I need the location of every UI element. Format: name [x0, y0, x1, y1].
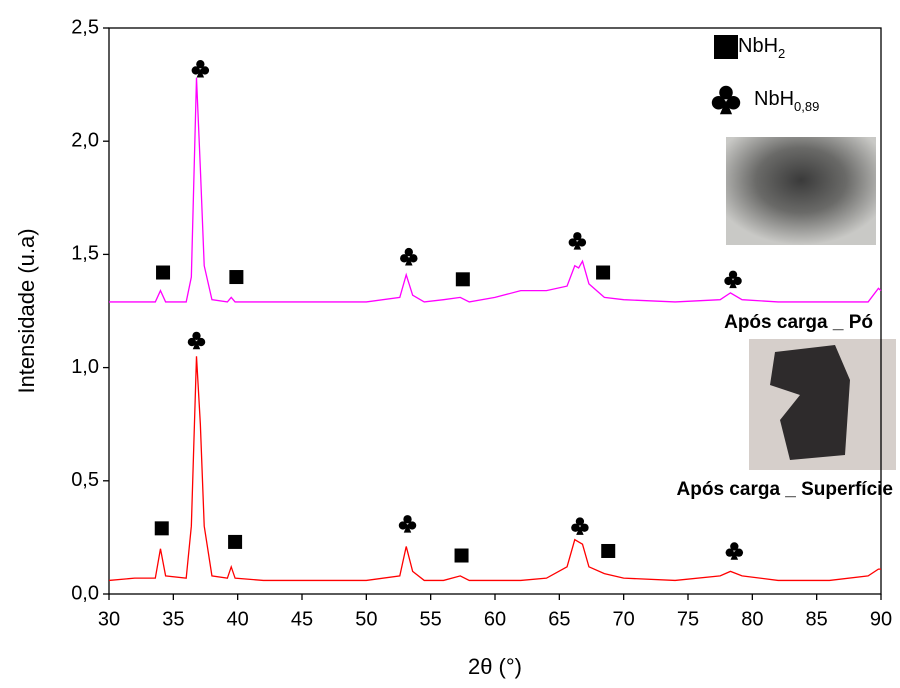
legend-subscript: 2	[778, 46, 785, 61]
x-tick-label: 80	[741, 608, 763, 630]
phase-marker	[724, 270, 742, 289]
series-line	[108, 356, 881, 582]
x-tick-label: 30	[98, 608, 120, 630]
club-lobe	[580, 523, 589, 532]
legend-subscript: 0,89	[794, 99, 819, 114]
x-tick-label: 65	[548, 608, 570, 630]
phase-marker	[154, 521, 169, 536]
club-lobe	[719, 85, 733, 100]
x-tick-label: 60	[484, 608, 506, 630]
x-tick-label: 70	[613, 608, 635, 630]
y-tick-label: 0,0	[71, 582, 99, 604]
x-tick-label: 85	[806, 608, 828, 630]
club-lobe	[730, 542, 739, 551]
sample-photo	[726, 137, 876, 245]
legend-label: NbH0,89	[754, 88, 819, 114]
club-lobe	[725, 548, 734, 557]
phase-marker	[568, 232, 587, 250]
club-stem	[196, 68, 205, 78]
club-stem	[719, 100, 733, 115]
club-stem	[403, 523, 412, 533]
club-lobe	[400, 254, 409, 263]
club-stem	[405, 256, 413, 266]
club-lobe	[407, 521, 417, 530]
club-lobe	[191, 66, 200, 75]
x-tick-label: 55	[420, 608, 442, 630]
club-stem	[192, 340, 201, 350]
phase-marker	[454, 548, 469, 563]
phase-marker	[725, 542, 744, 560]
y-tick-label: 2,5	[71, 16, 99, 38]
phase-marker	[191, 60, 210, 78]
phase-marker	[714, 35, 738, 59]
x-tick-label: 40	[227, 608, 249, 630]
phase-marker	[400, 247, 418, 266]
series-label: Após carga _ Pó	[724, 312, 873, 333]
club-lobe	[726, 95, 741, 110]
x-tick-label: 50	[355, 608, 377, 630]
x-tick-label: 35	[162, 608, 184, 630]
series-label: Após carga _ Superfície	[677, 479, 893, 500]
x-axis-title: 2θ (°)	[468, 654, 522, 679]
club-stem	[729, 279, 737, 289]
y-tick-label: 1,0	[71, 356, 99, 378]
club-lobe	[196, 337, 206, 347]
club-lobe	[568, 238, 577, 247]
club-lobe	[409, 254, 418, 263]
x-tick-label: 90	[870, 608, 892, 630]
club-lobe	[398, 521, 408, 530]
club-lobe	[187, 337, 197, 347]
phase-marker	[229, 270, 244, 285]
club-lobe	[403, 515, 412, 524]
phase-marker	[156, 265, 171, 280]
series-line	[109, 77, 882, 303]
phase-marker	[601, 543, 616, 558]
y-tick-label: 0,5	[71, 469, 99, 491]
phase-marker	[398, 515, 417, 533]
club-lobe	[733, 276, 742, 286]
legend-text: NbH	[754, 88, 794, 110]
club-lobe	[192, 331, 201, 341]
phase-marker	[711, 85, 741, 115]
club-stem	[573, 240, 582, 250]
club-lobe	[728, 270, 738, 279]
sample-photo-piece	[770, 345, 850, 460]
club-lobe	[404, 247, 413, 257]
phase-marker	[571, 517, 589, 535]
club-lobe	[724, 276, 733, 286]
phase-marker	[228, 534, 243, 549]
phase-marker	[187, 331, 206, 350]
club-lobe	[575, 517, 585, 526]
club-lobe	[196, 60, 205, 69]
phase-marker	[596, 265, 611, 280]
club-lobe	[577, 238, 587, 247]
x-tick-label: 45	[291, 608, 313, 630]
y-tick-label: 1,5	[71, 243, 99, 265]
legend-label: NbH2	[738, 35, 785, 61]
y-tick-label: 2,0	[71, 129, 99, 151]
club-lobe	[711, 95, 726, 110]
club-lobe	[734, 548, 744, 557]
phase-marker	[455, 272, 470, 287]
club-lobe	[573, 232, 582, 241]
y-axis-title: Intensidade (u.a)	[14, 228, 39, 393]
legend-text: NbH	[738, 35, 778, 57]
club-stem	[576, 526, 584, 535]
club-stem	[730, 550, 739, 560]
plot-frame	[108, 27, 882, 595]
club-lobe	[571, 523, 580, 532]
x-tick-label: 75	[677, 608, 699, 630]
club-lobe	[200, 66, 210, 75]
